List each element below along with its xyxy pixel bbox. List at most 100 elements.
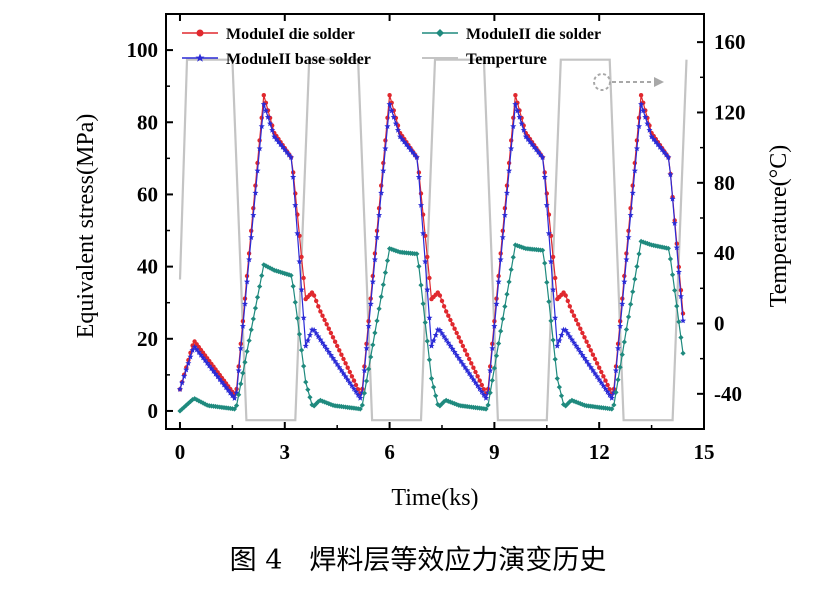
data-point: [627, 212, 634, 218]
data-point: [428, 342, 435, 349]
data-point: [363, 378, 370, 384]
data-point: [254, 294, 261, 300]
data-point: [489, 377, 495, 384]
data-point: [252, 305, 259, 311]
data-point: [597, 365, 602, 370]
data-point: [351, 378, 357, 383]
data-point: [176, 386, 183, 392]
data-point: [210, 368, 217, 374]
data-point: [254, 167, 261, 174]
data-point: [529, 141, 536, 148]
data-point: [554, 342, 561, 349]
data-point: [562, 326, 569, 333]
data-point: [456, 335, 461, 340]
data-point: [493, 353, 500, 359]
data-point: [446, 313, 451, 318]
data-point: [344, 376, 351, 383]
data-point: [374, 318, 380, 324]
data-point: [489, 345, 496, 351]
data-point: [378, 189, 385, 196]
data-point: [546, 299, 552, 305]
data-point: [425, 254, 430, 260]
data-point: [185, 400, 191, 406]
data-point: [335, 343, 340, 349]
data-point: [512, 101, 519, 107]
data-point: [437, 403, 443, 409]
data-point: [179, 379, 186, 386]
data-point: [432, 332, 439, 338]
data-point: [451, 401, 458, 407]
data-point: [246, 337, 252, 344]
data-point: [483, 394, 489, 401]
data-point: [470, 376, 477, 383]
series-layer: [176, 58, 688, 422]
data-point: [386, 101, 393, 107]
data-point: [265, 264, 271, 270]
data-point: [516, 114, 523, 120]
svg-text:Temperture: Temperture: [466, 51, 547, 68]
data-point: [594, 373, 601, 380]
data-point: [472, 379, 479, 386]
data-point: [579, 351, 586, 358]
data-point: [497, 256, 504, 263]
data-point: [306, 332, 313, 338]
data-point: [667, 256, 674, 262]
data-point: [374, 234, 381, 240]
data-point: [250, 316, 256, 322]
data-point: [458, 339, 464, 344]
data-point: [349, 374, 355, 379]
data-point: [631, 167, 638, 174]
data-point: [187, 353, 194, 360]
data-point: [518, 120, 525, 127]
data-point: [415, 173, 422, 180]
data-point: [522, 133, 529, 140]
data-point: [267, 120, 274, 127]
data-point: [565, 401, 571, 407]
data-point: [672, 287, 678, 294]
data-point: [324, 322, 329, 327]
data-point: [579, 401, 586, 408]
data-point: [348, 382, 355, 389]
data-point: [502, 303, 508, 310]
data-point: [332, 358, 339, 364]
y-right-tick-label: 0: [714, 311, 725, 335]
data-point: [236, 392, 242, 398]
data-point: [632, 276, 638, 282]
data-point: [468, 373, 475, 380]
data-point: [504, 291, 510, 297]
data-point: [665, 154, 672, 161]
data-point: [357, 406, 363, 412]
data-point: [301, 275, 306, 281]
data-point: [543, 202, 550, 208]
data-point: [459, 361, 466, 367]
data-point: [638, 93, 644, 98]
data-point: [239, 323, 246, 329]
data-point: [540, 247, 546, 253]
data-point: [499, 234, 506, 240]
data-point: [262, 107, 269, 114]
data-point: [388, 107, 395, 114]
data-point: [269, 127, 276, 133]
y-left-tick-label: 100: [127, 38, 159, 62]
data-point: [602, 385, 609, 392]
data-point: [361, 390, 368, 396]
series-2: [176, 101, 687, 401]
data-point: [473, 369, 478, 375]
data-point: [592, 356, 598, 362]
data-point: [457, 358, 464, 364]
data-point: [571, 313, 577, 318]
data-point: [674, 303, 680, 309]
data-point: [628, 301, 634, 307]
data-point: [326, 326, 331, 331]
data-point: [533, 146, 540, 153]
data-point: [342, 373, 349, 380]
data-point: [246, 256, 253, 263]
data-point: [509, 138, 514, 143]
data-point: [185, 360, 192, 366]
data-point: [298, 347, 305, 353]
data-point: [586, 343, 591, 349]
data-point: [516, 243, 523, 249]
data-point: [269, 266, 275, 272]
data-point: [452, 326, 457, 331]
data-point: [248, 327, 254, 333]
